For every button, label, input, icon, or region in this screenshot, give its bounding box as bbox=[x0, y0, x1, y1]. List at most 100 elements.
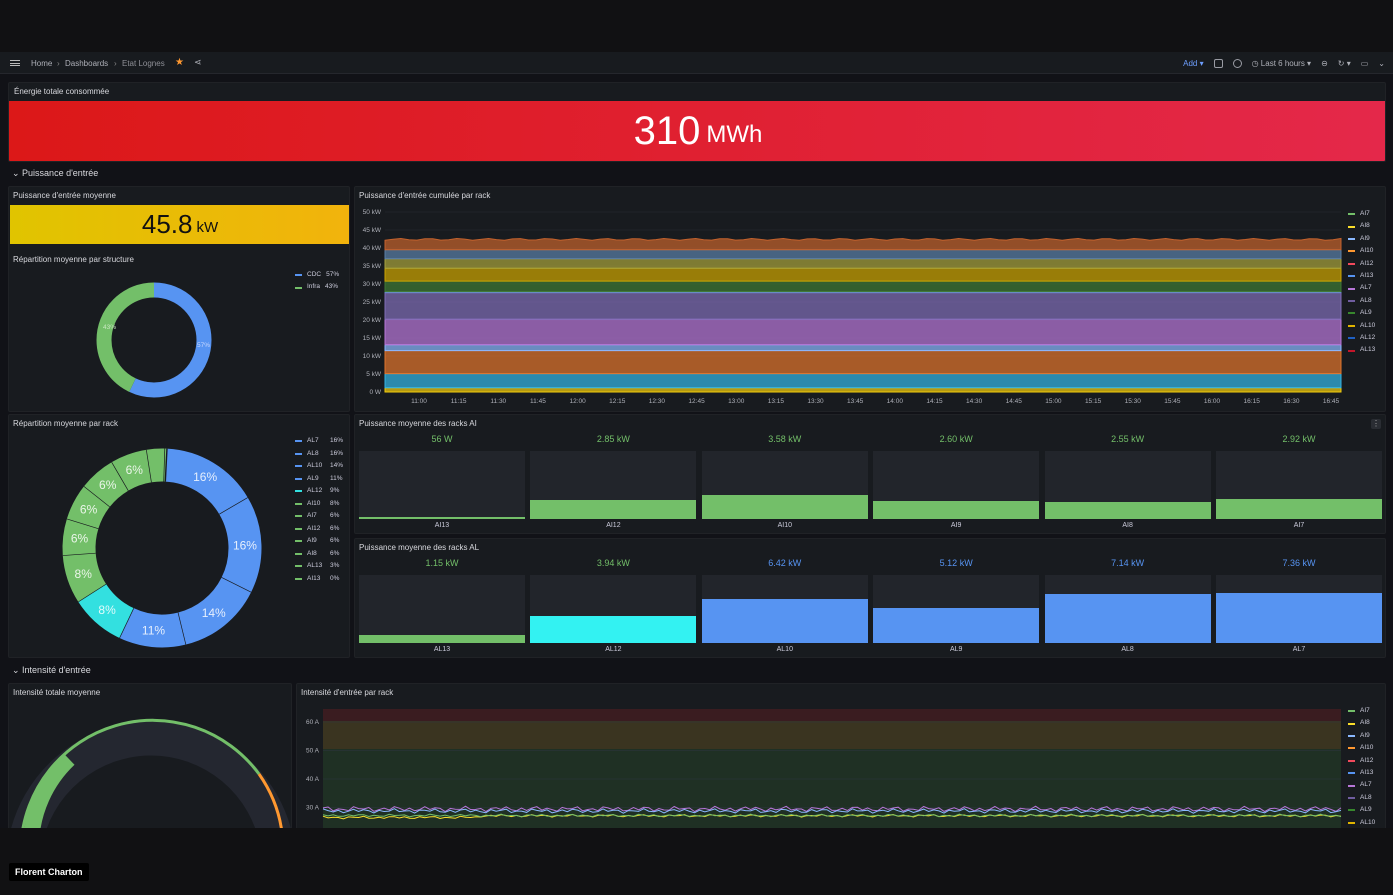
legend-item[interactable]: AL7 bbox=[1348, 282, 1375, 294]
chevron-right-icon: › bbox=[57, 59, 60, 68]
zoom-out-icon[interactable]: ⊖ bbox=[1321, 58, 1328, 68]
bar-fill bbox=[701, 599, 868, 643]
collapse-icon[interactable]: ⌄ bbox=[1378, 58, 1385, 68]
legend-item[interactable]: AI8 6% bbox=[295, 548, 343, 561]
area-series-ai7 bbox=[384, 237, 1342, 251]
legend-item[interactable]: AL13 bbox=[1348, 344, 1375, 356]
presenter-name: Florent Charton bbox=[9, 863, 89, 881]
legend-item[interactable]: AI9 bbox=[1348, 730, 1375, 742]
bar-fill bbox=[1044, 594, 1211, 643]
slice-label: 57% bbox=[197, 342, 210, 349]
legend-item[interactable]: AL8 bbox=[1348, 792, 1375, 804]
legend-item[interactable]: AI7 6% bbox=[295, 510, 343, 523]
bar-value-label: 2.92 kW bbox=[1282, 434, 1316, 444]
menu-icon[interactable] bbox=[10, 60, 20, 66]
rack-slice bbox=[164, 448, 248, 516]
legend-item[interactable]: AL8 bbox=[1348, 295, 1375, 307]
legend-item[interactable]: AL9 bbox=[1348, 307, 1375, 319]
panel-ai-bars: Puissance moyenne des racks AI ⋮ 56 W AI1… bbox=[354, 414, 1386, 534]
legend-item[interactable]: Infra 43% bbox=[295, 281, 339, 293]
save-icon[interactable] bbox=[1213, 58, 1223, 68]
rack-slice bbox=[177, 577, 251, 645]
bar-track bbox=[1044, 575, 1211, 643]
x-tick-label: 11:15 bbox=[451, 398, 467, 405]
legend-item[interactable]: AL7 bbox=[1348, 779, 1375, 791]
legend-item[interactable]: AL8 16% bbox=[295, 448, 343, 461]
row-intensity[interactable]: ⌄ Intensité d'entrée bbox=[12, 665, 91, 675]
panel-intensity-total: Intensité totale moyenne bbox=[8, 683, 292, 828]
legend-item[interactable]: AI12 6% bbox=[295, 523, 343, 536]
stacked-area-chart: 0 W 5 kW 10 kW 15 kW 20 kW 25 kW 30 kW 35 kW 40 … bbox=[363, 209, 1342, 405]
y-tick-label: 30 kW bbox=[363, 281, 382, 288]
legend-item[interactable]: AI10 bbox=[1348, 245, 1375, 257]
threshold-band-red bbox=[323, 709, 1341, 721]
legend-item[interactable]: AI8 bbox=[1348, 717, 1375, 729]
bar-value-label: 3.94 kW bbox=[596, 558, 630, 568]
bar-track bbox=[359, 575, 525, 643]
breadcrumb-home[interactable]: Home bbox=[31, 59, 53, 68]
legend-item[interactable]: AL7 16% bbox=[295, 435, 343, 448]
legend-item[interactable]: AL12 bbox=[1348, 332, 1375, 344]
legend-item[interactable]: AI12 bbox=[1348, 258, 1375, 270]
slice-label: 14% bbox=[202, 606, 226, 620]
time-picker[interactable]: ◷ Last 6 hours ▾ bbox=[1251, 58, 1312, 68]
legend-item[interactable]: AL13 3% bbox=[295, 560, 343, 573]
video-frame-top bbox=[0, 0, 1393, 52]
area-series-al10 bbox=[384, 350, 1342, 375]
bar-fill bbox=[1216, 592, 1382, 643]
x-tick-label: 14:45 bbox=[1006, 398, 1023, 405]
legend-item[interactable]: AI13 0% bbox=[295, 573, 343, 586]
legend-item[interactable]: CDC 57% bbox=[295, 269, 339, 281]
bar-category-label: AL9 bbox=[949, 646, 963, 653]
add-button[interactable]: Add ▾ bbox=[1183, 58, 1204, 68]
legend-item[interactable]: AI8 bbox=[1348, 220, 1375, 232]
energy-unit: MWh bbox=[706, 121, 763, 148]
avg-power-value: 45.8 bbox=[141, 209, 193, 239]
tv-mode-icon[interactable]: ▭ bbox=[1360, 58, 1369, 68]
legend-item[interactable]: AI13 bbox=[1348, 270, 1375, 282]
rack-slice bbox=[219, 497, 262, 593]
top-nav-bar: Home › Dashboards › Etat Lognes ★ ⋖ Add … bbox=[0, 52, 1393, 74]
bar-value-label: 3.58 kW bbox=[768, 434, 802, 444]
x-tick-label: 15:45 bbox=[1164, 398, 1181, 405]
slice-label: 8% bbox=[98, 603, 116, 617]
panel-intensity-lines: Intensité d'entrée par rack 60 A 50 A 40 A… bbox=[296, 683, 1386, 828]
x-tick-label: 14:00 bbox=[887, 398, 904, 405]
row-power[interactable]: ⌄ Puissance d'entrée bbox=[12, 168, 99, 178]
slice-label: 8% bbox=[75, 567, 93, 581]
refresh-icon[interactable]: ↻ ▾ bbox=[1337, 58, 1351, 68]
panel-menu-icon[interactable]: ⋮ bbox=[1371, 419, 1381, 429]
legend-item[interactable]: AL9 bbox=[1348, 804, 1375, 816]
y-tick-label: 10 kW bbox=[363, 353, 382, 360]
legend-item[interactable]: AL10 bbox=[1348, 320, 1375, 332]
share-icon[interactable]: ⋖ bbox=[194, 57, 202, 67]
bar-value-label: 5.12 kW bbox=[939, 558, 973, 568]
legend-item[interactable]: AL9 11% bbox=[295, 473, 343, 486]
legend-power: AI7 AI8 AI9 AI10 AI12 AI13 AL7 AL8 AL9 AL10 AL12 AL… bbox=[1348, 208, 1375, 357]
legend-item[interactable]: AL10 14% bbox=[295, 460, 343, 473]
bar-fill bbox=[359, 517, 525, 519]
legend-item[interactable]: AI10 8% bbox=[295, 498, 343, 511]
slice-label: 6% bbox=[71, 532, 89, 546]
legend-item[interactable]: AI7 bbox=[1348, 705, 1375, 717]
legend-item[interactable]: AL10 bbox=[1348, 817, 1375, 828]
y-tick-label: 5 kW bbox=[366, 371, 382, 378]
legend-item[interactable]: AI12 bbox=[1348, 755, 1375, 767]
legend-item[interactable]: AI9 6% bbox=[295, 535, 343, 548]
slice-infra bbox=[96, 282, 212, 398]
legend-item[interactable]: AL12 9% bbox=[295, 485, 343, 498]
legend-item[interactable]: AI13 bbox=[1348, 767, 1375, 779]
star-icon[interactable]: ★ bbox=[175, 57, 184, 68]
settings-icon[interactable] bbox=[1232, 58, 1242, 68]
bar-value-label: 56 W bbox=[431, 434, 453, 444]
x-tick-label: 12:00 bbox=[569, 398, 586, 405]
y-tick-label: 35 kW bbox=[363, 263, 382, 270]
legend-item[interactable]: AI9 bbox=[1348, 233, 1375, 245]
breadcrumb-dashboards[interactable]: Dashboards bbox=[65, 59, 109, 68]
x-tick-label: 14:15 bbox=[926, 398, 943, 405]
panel-title: Répartition moyenne par structure bbox=[13, 255, 134, 264]
bar-category-label: AI8 bbox=[1122, 522, 1133, 529]
legend-item[interactable]: AI10 bbox=[1348, 742, 1375, 754]
legend-item[interactable]: AI7 bbox=[1348, 208, 1375, 220]
gauge-value-arc bbox=[24, 753, 75, 828]
